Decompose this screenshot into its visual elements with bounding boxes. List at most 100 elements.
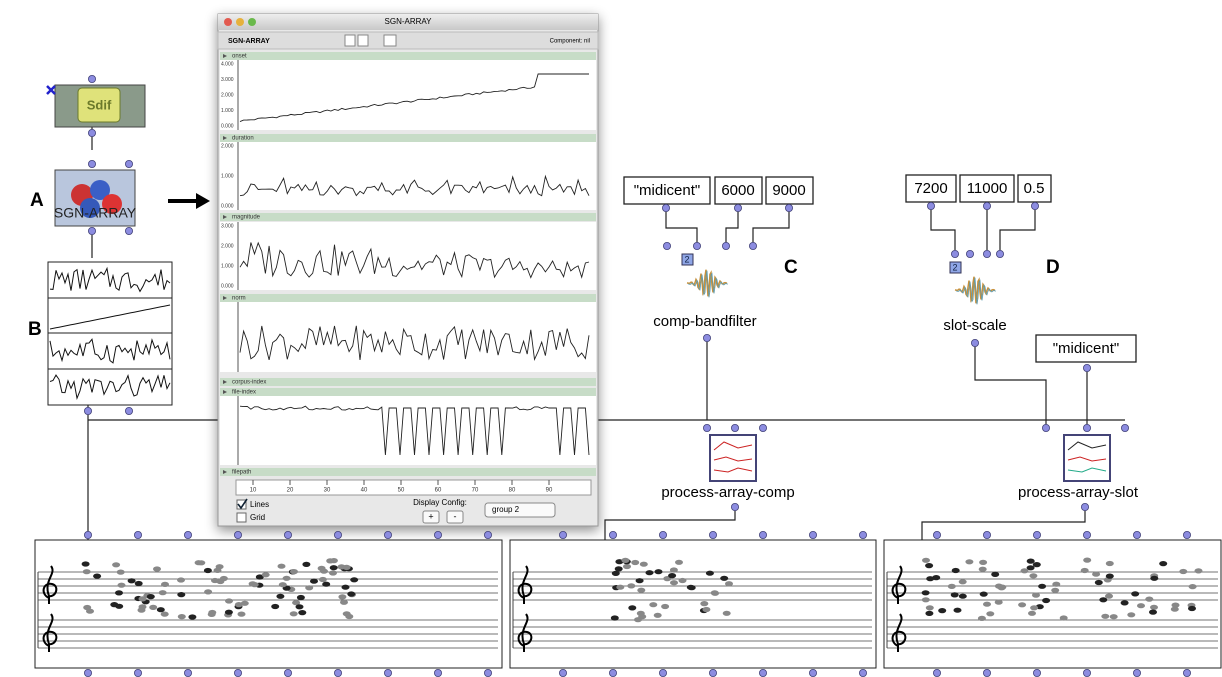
inlet[interactable] bbox=[383, 531, 392, 540]
inlet[interactable] bbox=[88, 75, 97, 84]
inlet[interactable] bbox=[1083, 669, 1091, 677]
inlet[interactable] bbox=[134, 669, 142, 677]
inlet[interactable] bbox=[559, 531, 568, 540]
inlet[interactable] bbox=[1042, 423, 1051, 432]
track-header[interactable] bbox=[220, 468, 596, 476]
inlet[interactable] bbox=[983, 531, 992, 540]
inlet[interactable] bbox=[1081, 502, 1090, 511]
inlet[interactable] bbox=[859, 531, 868, 540]
input-box[interactable] bbox=[1017, 174, 1052, 203]
inlet[interactable] bbox=[334, 669, 342, 677]
inlet[interactable] bbox=[233, 531, 242, 540]
inlet[interactable] bbox=[983, 249, 992, 258]
inlet[interactable] bbox=[483, 531, 492, 540]
inlet[interactable] bbox=[609, 669, 617, 677]
plus-button[interactable] bbox=[422, 510, 440, 524]
inlet[interactable] bbox=[283, 531, 292, 540]
inlet[interactable] bbox=[785, 203, 794, 212]
inlet[interactable] bbox=[659, 531, 668, 540]
inlet[interactable] bbox=[983, 669, 991, 677]
inlet[interactable] bbox=[927, 201, 936, 210]
inlet[interactable] bbox=[749, 241, 758, 250]
inlet[interactable] bbox=[88, 159, 97, 168]
inlet[interactable] bbox=[88, 226, 97, 235]
inlet[interactable] bbox=[951, 249, 960, 258]
inlet[interactable] bbox=[734, 203, 743, 212]
inlet[interactable] bbox=[1033, 669, 1041, 677]
lines-checkbox[interactable] bbox=[236, 499, 247, 510]
inlet[interactable] bbox=[983, 201, 992, 210]
sgn-array-box[interactable]: SGN-ARRAY bbox=[54, 169, 137, 227]
inlet[interactable] bbox=[731, 423, 740, 432]
inlet[interactable] bbox=[1121, 423, 1130, 432]
inlet[interactable] bbox=[933, 669, 941, 677]
inlet[interactable] bbox=[659, 669, 667, 677]
inlet[interactable] bbox=[703, 333, 712, 342]
inlet[interactable] bbox=[1083, 531, 1092, 540]
sdif-box[interactable]: Sdif bbox=[46, 84, 146, 128]
inlet[interactable] bbox=[722, 241, 731, 250]
inlet[interactable] bbox=[693, 241, 702, 250]
inlet[interactable] bbox=[84, 406, 93, 415]
inlet[interactable] bbox=[183, 531, 192, 540]
inlet[interactable] bbox=[933, 531, 942, 540]
inlet[interactable] bbox=[709, 531, 718, 540]
inlet[interactable] bbox=[971, 338, 980, 347]
inlet[interactable] bbox=[125, 159, 134, 168]
inlet[interactable] bbox=[759, 423, 768, 432]
inlet[interactable] bbox=[84, 531, 93, 540]
inlet[interactable] bbox=[433, 531, 442, 540]
track-header[interactable] bbox=[220, 52, 596, 60]
inlet[interactable] bbox=[966, 249, 975, 258]
inlet[interactable] bbox=[88, 128, 97, 137]
inlet[interactable] bbox=[484, 669, 492, 677]
inlet[interactable] bbox=[1031, 201, 1040, 210]
inlet[interactable] bbox=[609, 531, 618, 540]
inlet[interactable] bbox=[731, 502, 740, 511]
tool-fit[interactable] bbox=[383, 34, 397, 47]
inlet[interactable] bbox=[84, 669, 92, 677]
input-box[interactable] bbox=[623, 176, 711, 205]
inlet[interactable] bbox=[859, 669, 867, 677]
track-header[interactable] bbox=[220, 213, 596, 221]
inlet[interactable] bbox=[1083, 423, 1092, 432]
inlet[interactable] bbox=[133, 531, 142, 540]
inlet[interactable] bbox=[1133, 669, 1141, 677]
grid-checkbox[interactable] bbox=[236, 512, 247, 523]
input-box[interactable] bbox=[905, 174, 957, 203]
inlet[interactable] bbox=[184, 669, 192, 677]
input-box[interactable] bbox=[714, 176, 763, 205]
inlet[interactable] bbox=[284, 669, 292, 677]
inlet[interactable] bbox=[559, 669, 567, 677]
inlet[interactable] bbox=[384, 669, 392, 677]
inlet[interactable] bbox=[1183, 531, 1192, 540]
score-box[interactable] bbox=[509, 539, 877, 669]
input-box[interactable] bbox=[1035, 334, 1137, 363]
tool-zoom[interactable] bbox=[357, 34, 369, 47]
inlet[interactable] bbox=[759, 669, 767, 677]
inlet[interactable] bbox=[709, 669, 717, 677]
minus-button[interactable] bbox=[446, 510, 464, 524]
inlet[interactable] bbox=[663, 241, 672, 250]
inlet[interactable] bbox=[125, 226, 134, 235]
input-box[interactable] bbox=[765, 176, 814, 205]
inlet[interactable] bbox=[809, 531, 818, 540]
process-comp[interactable]: process-array-comp bbox=[661, 434, 795, 501]
inlet[interactable] bbox=[662, 203, 671, 212]
tool-arrow[interactable] bbox=[344, 34, 356, 47]
inlet[interactable] bbox=[996, 249, 1005, 258]
track-header[interactable] bbox=[220, 134, 596, 142]
score-box[interactable] bbox=[883, 539, 1222, 669]
inlet[interactable] bbox=[1133, 531, 1142, 540]
track-header[interactable] bbox=[220, 378, 596, 386]
track-header[interactable] bbox=[220, 388, 596, 396]
inlet[interactable] bbox=[1183, 669, 1191, 677]
process-slot[interactable]: process-array-slot bbox=[1018, 434, 1139, 501]
inlet[interactable] bbox=[333, 531, 342, 540]
score-box[interactable] bbox=[34, 539, 503, 669]
inlet[interactable] bbox=[1033, 531, 1042, 540]
track-header[interactable] bbox=[220, 294, 596, 302]
inlet[interactable] bbox=[434, 669, 442, 677]
inlet[interactable] bbox=[234, 669, 242, 677]
group-select[interactable] bbox=[484, 502, 556, 518]
